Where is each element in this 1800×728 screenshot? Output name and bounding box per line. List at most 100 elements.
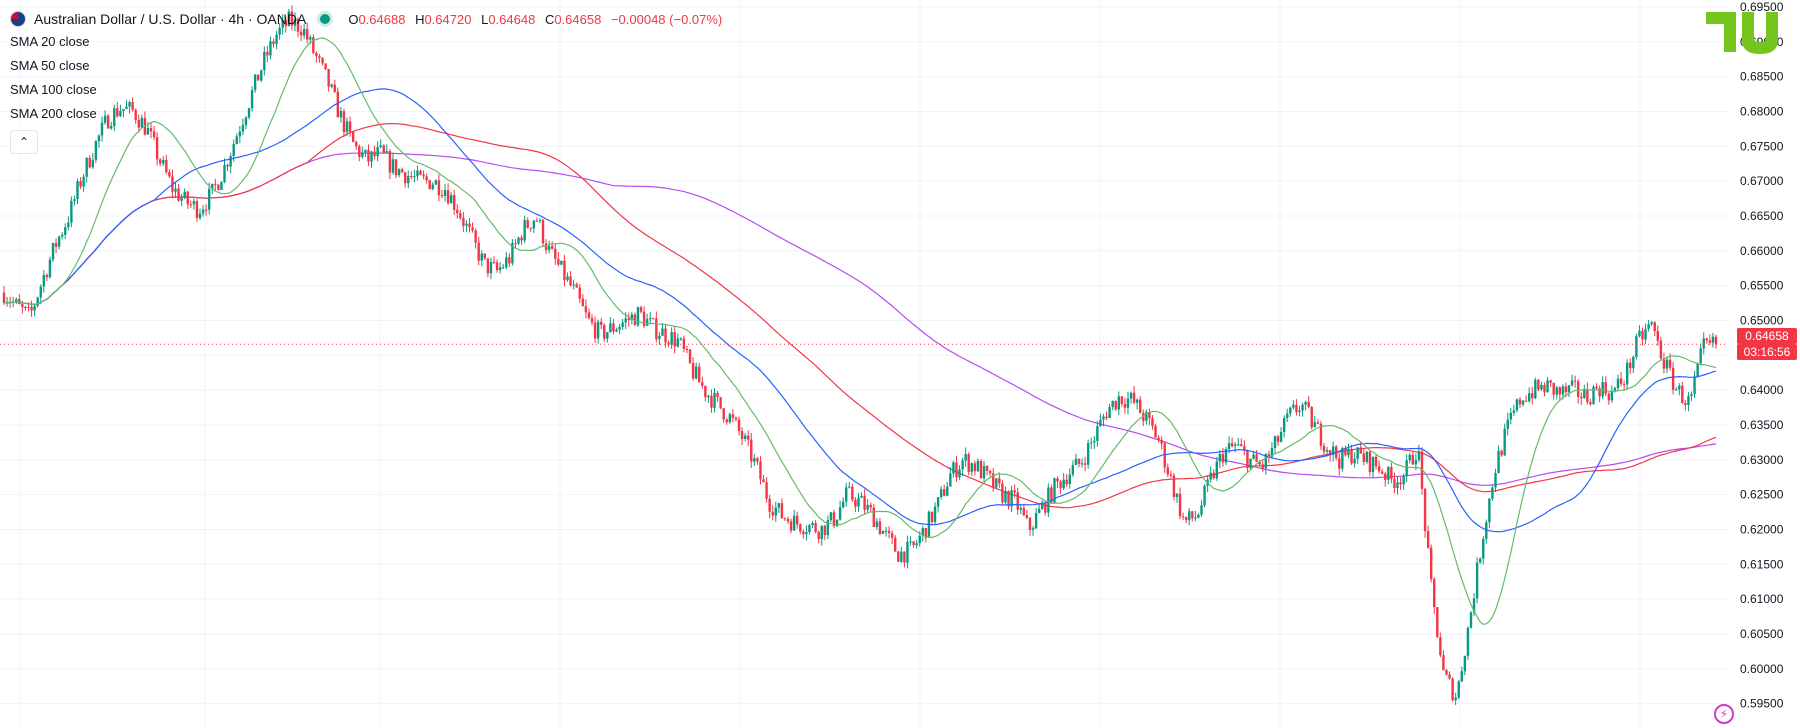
candle-body <box>492 262 496 264</box>
candle-body <box>1325 450 1329 452</box>
candle-body <box>1200 505 1203 515</box>
candle-body <box>743 435 747 439</box>
price-tick-label: 0.62000 <box>1740 522 1784 536</box>
candle-body <box>235 136 238 145</box>
candle-body <box>137 119 140 128</box>
candle-body <box>1010 490 1013 507</box>
candle-body <box>1580 396 1583 399</box>
candle-body <box>505 257 508 268</box>
candle-body <box>630 314 634 321</box>
candle-body <box>1592 386 1595 405</box>
candle-body <box>180 197 183 201</box>
sma-50-line <box>3 88 1717 533</box>
indicator-sma-50[interactable]: SMA 50 close <box>10 58 90 73</box>
candle-body <box>1583 389 1586 399</box>
candle-body <box>367 149 370 162</box>
candle-body <box>253 74 257 91</box>
indicator-sma-20[interactable]: SMA 20 close <box>10 34 90 49</box>
candle-body <box>551 246 554 249</box>
candle-body <box>1436 607 1439 638</box>
candle-body <box>1558 387 1562 395</box>
candle-body <box>1693 377 1696 395</box>
candle-body <box>1472 598 1476 613</box>
candle-body <box>1298 410 1301 412</box>
candle-body <box>385 151 389 153</box>
candle-body <box>1448 674 1451 679</box>
candle-body <box>1555 387 1558 395</box>
candle-body <box>796 515 799 525</box>
candle-body <box>1696 363 1699 378</box>
candle-body <box>838 507 842 520</box>
candle-body <box>1001 483 1004 503</box>
candle-body <box>1423 488 1427 532</box>
candle-body <box>321 57 324 64</box>
indicator-sma-100[interactable]: SMA 100 close <box>10 82 97 97</box>
indicator-sma-200[interactable]: SMA 200 close <box>10 106 97 121</box>
collapse-indicators-button[interactable]: ⌃ <box>10 130 38 154</box>
candle-body <box>575 284 578 288</box>
candle-body <box>808 525 811 533</box>
price-tick-label: 0.66000 <box>1740 244 1784 258</box>
candle-body <box>410 176 413 178</box>
candle-body <box>722 408 725 420</box>
candle-body <box>958 469 961 478</box>
candle-body <box>1212 472 1215 479</box>
candle-body <box>762 479 765 483</box>
candle-body <box>538 220 542 222</box>
candle-body <box>1543 384 1546 393</box>
tradingview-logo-icon[interactable] <box>1706 8 1794 56</box>
candle-body <box>1653 322 1656 332</box>
candle-body <box>1659 340 1663 359</box>
candle-body <box>293 18 297 26</box>
candle-body <box>2 292 6 304</box>
candle-body <box>627 318 630 321</box>
candle-body <box>1380 471 1384 474</box>
candle-body <box>783 518 787 520</box>
candle-body <box>1482 538 1485 559</box>
candle-body <box>1390 466 1393 480</box>
candle-body <box>1684 403 1687 405</box>
candle-body <box>875 521 879 527</box>
candle-body <box>315 52 318 57</box>
candle-body <box>1218 453 1222 462</box>
candle-body <box>263 51 266 71</box>
price-tick-label: 0.67500 <box>1740 139 1784 153</box>
candle-body <box>204 209 208 211</box>
candle-body <box>569 276 572 286</box>
candle-body <box>1402 475 1405 485</box>
lightning-icon[interactable]: ⚡ <box>1714 704 1734 724</box>
candle-body <box>1004 491 1007 503</box>
candle-body <box>1224 449 1228 463</box>
candle-body <box>260 70 263 81</box>
candle-body <box>1074 458 1078 466</box>
candle-body <box>333 84 336 92</box>
price-tick-label: 0.59500 <box>1740 697 1784 711</box>
candle-body <box>351 131 355 143</box>
candle-body <box>348 121 352 132</box>
symbol-title[interactable]: Australian Dollar / U.S. Dollar · 4h · O… <box>34 11 307 27</box>
candle-body <box>652 318 655 320</box>
candle-body <box>691 362 695 379</box>
candle-body <box>609 323 612 333</box>
candle-body <box>676 338 679 347</box>
candle-body <box>302 28 306 36</box>
candle-body <box>434 180 438 185</box>
candle-body <box>327 69 330 87</box>
candle-body <box>42 275 46 287</box>
candle-body <box>835 519 839 527</box>
candle-body <box>897 551 900 562</box>
candle-body <box>964 454 967 461</box>
candle-body <box>578 287 581 299</box>
candle-body <box>615 329 618 332</box>
candle-body <box>1650 322 1653 325</box>
candle-body <box>1475 562 1479 599</box>
low-label: L <box>481 11 489 27</box>
candle-body <box>673 332 676 347</box>
candle-body <box>373 151 376 157</box>
candle-body <box>1524 400 1528 402</box>
candle-body <box>1668 359 1672 368</box>
candle-body <box>440 195 444 197</box>
change-value: −0.00048 (−0.07%) <box>610 11 723 27</box>
candle-body <box>1690 394 1693 396</box>
